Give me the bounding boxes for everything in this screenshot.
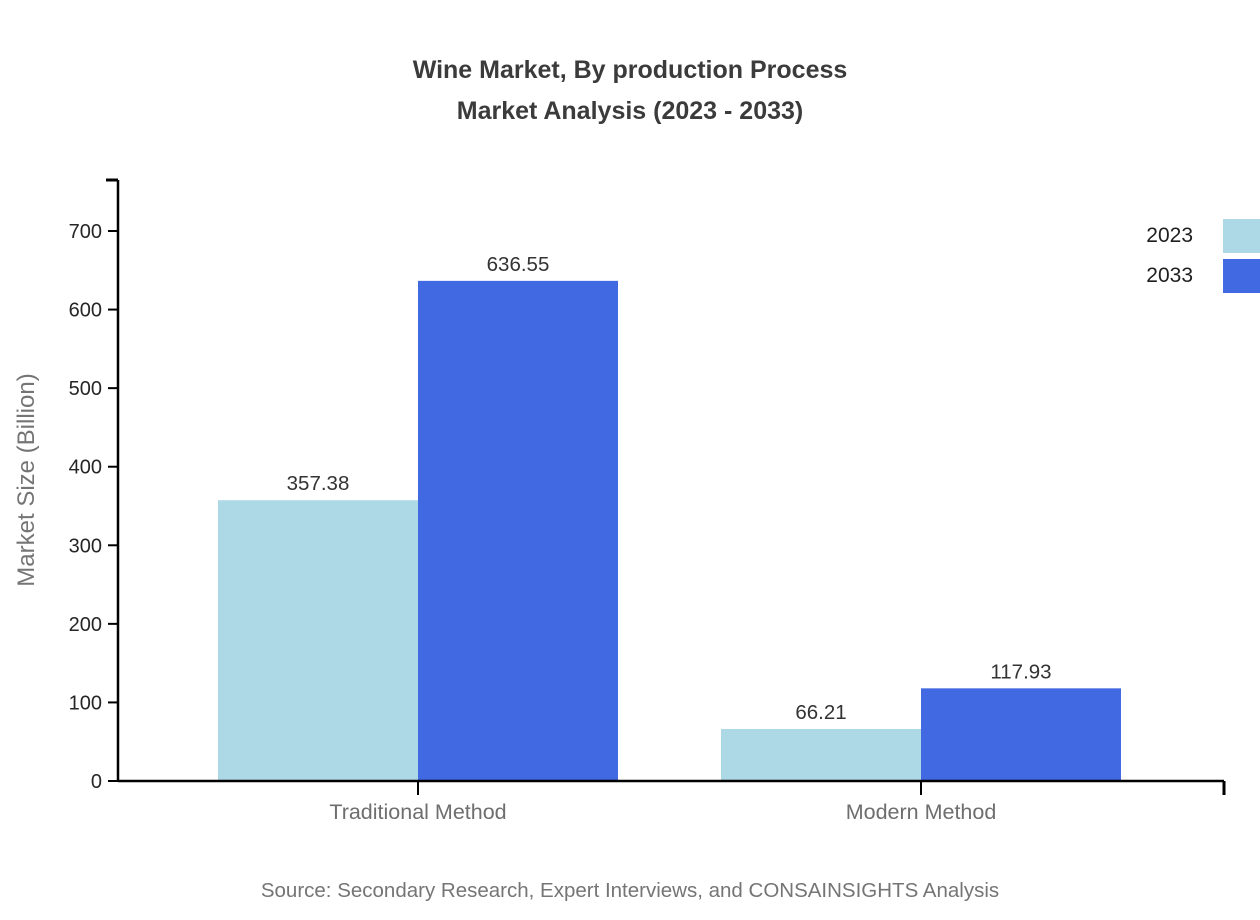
bar-2023-modern-method (721, 728, 921, 781)
x-category-label: Traditional Method (329, 800, 506, 824)
chart-title-line2: Market Analysis (2023 - 2033) (456, 97, 804, 125)
y-tick-label: 700 (69, 221, 102, 243)
legend-item-2023: 2023 (1146, 219, 1260, 253)
legend-swatch-2033-icon (1223, 259, 1260, 293)
bar-2033-modern-method (921, 688, 1121, 781)
bar-value-label: 357.38 (287, 472, 350, 495)
bar-value-label: 117.93 (990, 660, 1051, 683)
y-tick-label: 0 (91, 771, 102, 793)
bar-value-label: 66.21 (795, 701, 846, 724)
chart-title-line1: Wine Market, By production Process (412, 56, 848, 84)
legend-swatch-2023-icon (1223, 219, 1260, 253)
legend: 2023 2033 (1146, 219, 1260, 293)
source-attribution: Source: Secondary Research, Expert Inter… (260, 879, 1000, 902)
bar-2033-traditional-method (418, 280, 618, 781)
bar-2023-traditional-method (218, 500, 418, 781)
y-axis-title: Market Size (Billion) (13, 373, 40, 586)
y-tick-label: 500 (69, 378, 102, 400)
legend-item-2033: 2033 (1146, 259, 1260, 293)
y-tick-label: 600 (69, 300, 102, 322)
bar-value-label: 636.55 (487, 253, 550, 276)
legend-label-2023: 2023 (1146, 224, 1193, 247)
legend-label-2033: 2033 (1146, 264, 1193, 287)
y-tick-label: 100 (69, 692, 102, 714)
chart-title: Wine Market, By production Process Marke… (0, 50, 1260, 132)
y-tick-label: 200 (69, 614, 102, 636)
x-category-label: Modern Method (846, 800, 997, 824)
y-tick-label: 300 (69, 535, 102, 557)
y-tick-label: 400 (69, 457, 102, 479)
